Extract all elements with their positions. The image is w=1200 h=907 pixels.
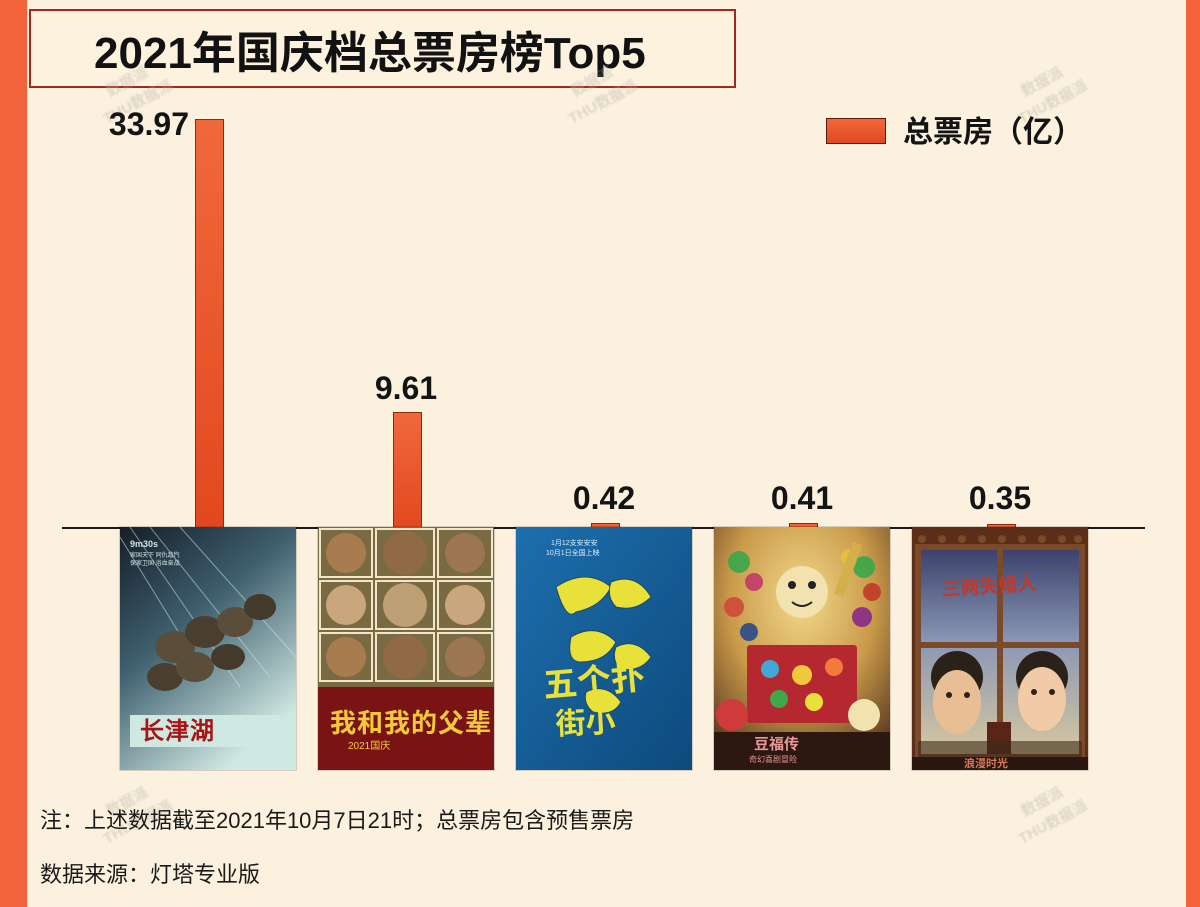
svg-text:保家卫国 浴血奋战: 保家卫国 浴血奋战: [130, 559, 180, 567]
svg-text:家国天下 同仇敌忾: 家国天下 同仇敌忾: [130, 551, 180, 559]
svg-text:1月12支安安安: 1月12支安安安: [551, 538, 598, 547]
svg-text:2021国庆: 2021国庆: [348, 739, 390, 752]
svg-text:豆福传: 豆福传: [754, 736, 799, 753]
svg-text:9m30s: 9m30s: [130, 539, 158, 549]
svg-text:我和我的父辈: 我和我的父辈: [330, 708, 492, 738]
svg-text:长津湖: 长津湖: [140, 718, 215, 745]
svg-text:奇幻喜剧冒险: 奇幻喜剧冒险: [749, 754, 797, 764]
svg-text:浪漫时光: 浪漫时光: [964, 756, 1008, 770]
svg-text:10月1日全国上映: 10月1日全国上映: [546, 548, 600, 557]
svg-text:街小: 街小: [555, 705, 617, 741]
